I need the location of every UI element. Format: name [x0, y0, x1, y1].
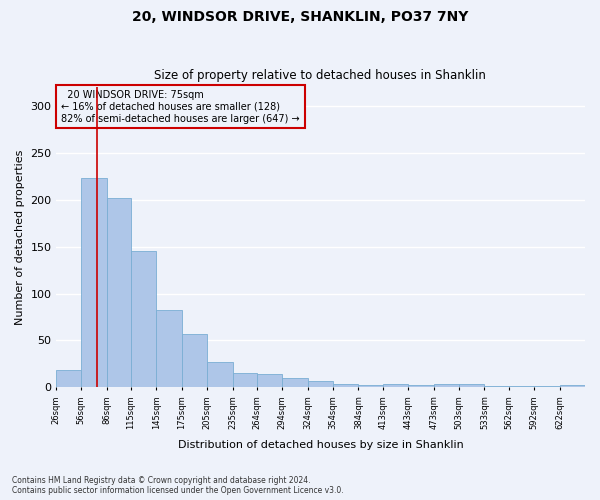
Bar	[157, 310, 182, 388]
Bar	[560, 386, 585, 388]
Bar	[409, 386, 434, 388]
Bar	[434, 384, 459, 388]
Bar	[484, 386, 509, 388]
Bar	[207, 362, 233, 388]
Text: 20 WINDSOR DRIVE: 75sqm
← 16% of detached houses are smaller (128)
82% of semi-d: 20 WINDSOR DRIVE: 75sqm ← 16% of detache…	[61, 90, 300, 124]
X-axis label: Distribution of detached houses by size in Shanklin: Distribution of detached houses by size …	[178, 440, 463, 450]
Bar	[383, 384, 409, 388]
Bar	[81, 178, 107, 388]
Bar	[358, 384, 383, 388]
Bar	[509, 386, 534, 388]
Bar	[56, 370, 81, 388]
Bar	[107, 198, 131, 388]
Bar	[257, 374, 283, 388]
Bar	[459, 384, 484, 388]
Bar	[233, 374, 257, 388]
Bar	[131, 252, 157, 388]
Text: 20, WINDSOR DRIVE, SHANKLIN, PO37 7NY: 20, WINDSOR DRIVE, SHANKLIN, PO37 7NY	[132, 10, 468, 24]
Bar	[308, 381, 333, 388]
Bar	[182, 334, 207, 388]
Bar	[283, 378, 308, 388]
Bar	[333, 384, 358, 388]
Title: Size of property relative to detached houses in Shanklin: Size of property relative to detached ho…	[154, 69, 487, 82]
Bar	[534, 386, 560, 388]
Y-axis label: Number of detached properties: Number of detached properties	[15, 150, 25, 325]
Text: Contains HM Land Registry data © Crown copyright and database right 2024.
Contai: Contains HM Land Registry data © Crown c…	[12, 476, 344, 495]
